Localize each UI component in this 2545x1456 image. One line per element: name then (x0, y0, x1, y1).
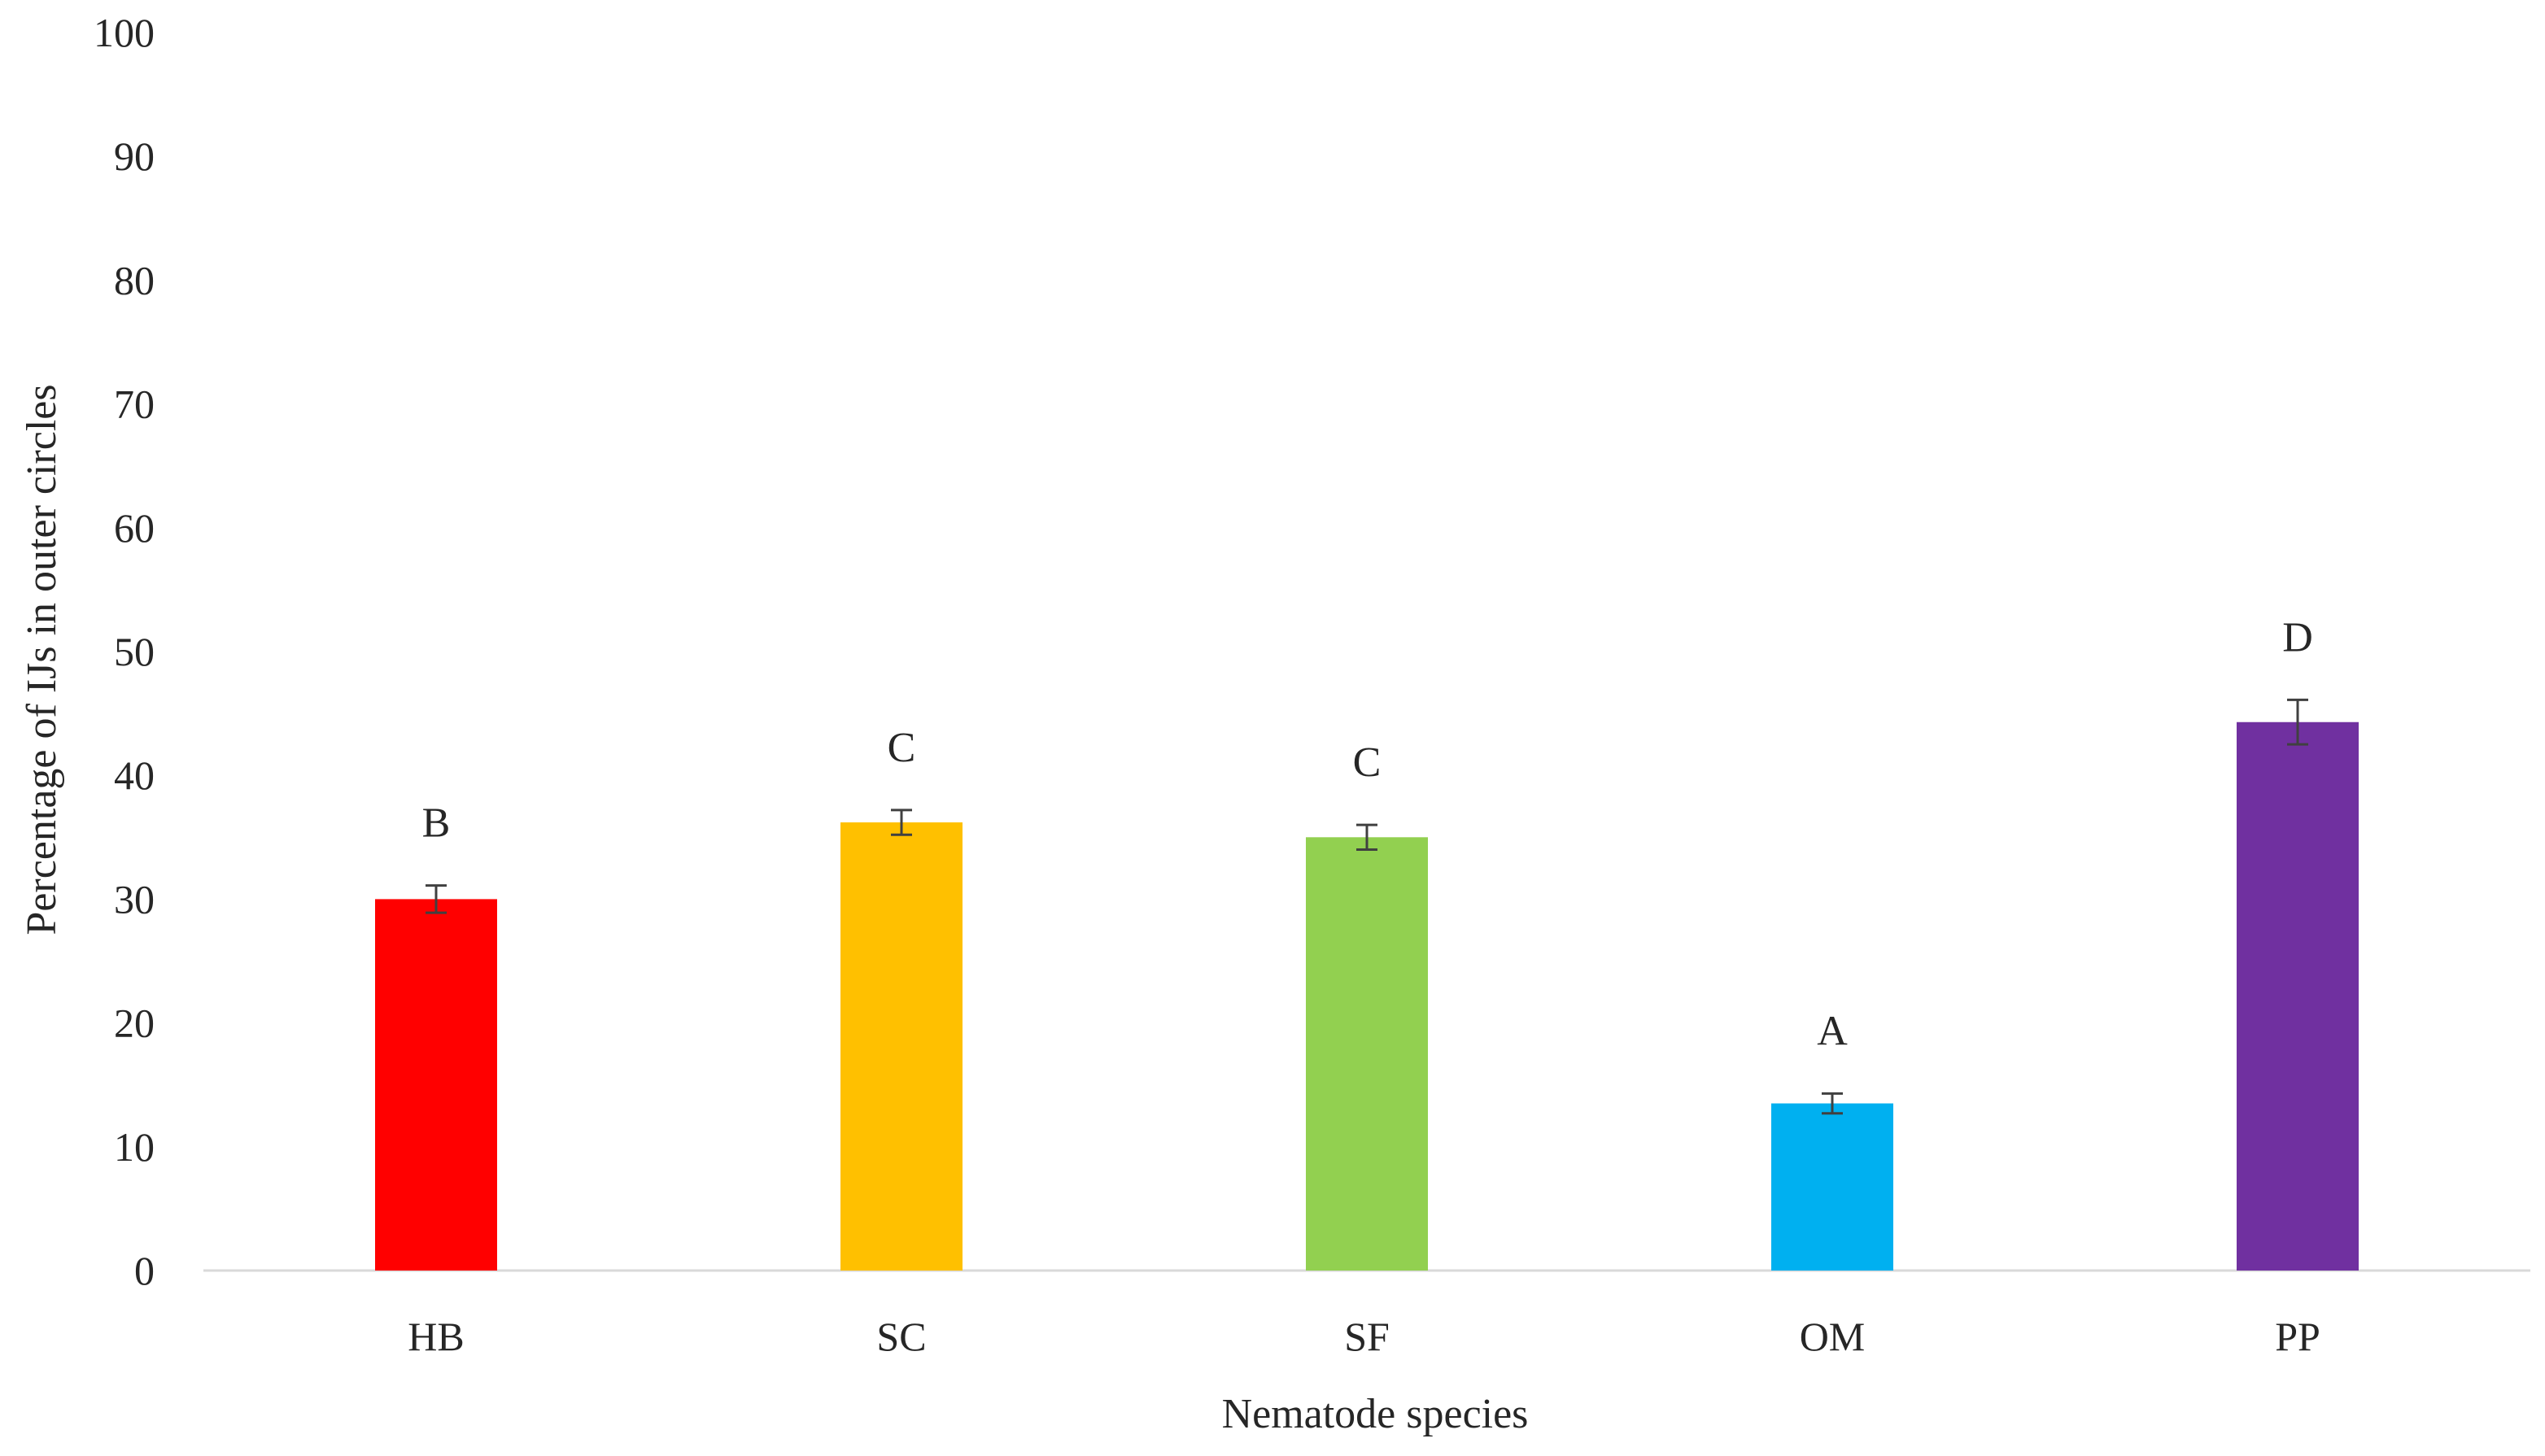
y-tick-label: 80 (114, 257, 155, 303)
y-tick-label: 20 (114, 1000, 155, 1046)
significance-letter-hb: B (422, 800, 451, 847)
error-bar-pp (2287, 698, 2308, 746)
error-bar-sc (891, 809, 912, 836)
significance-letter-sf: C (1353, 739, 1382, 786)
x-axis-title: Nematode species (1222, 1391, 1529, 1437)
y-tick-label: 100 (94, 10, 155, 55)
y-tick-label: 70 (114, 381, 155, 427)
x-category-label: SF (1344, 1314, 1390, 1359)
significance-letter-pp: D (2282, 614, 2313, 660)
x-category-label: HB (408, 1314, 464, 1359)
y-axis-ticks: 0 10 20 30 40 50 60 70 80 90 100 (94, 10, 155, 1293)
category-labels: HB SC SF OM PP (408, 1314, 2320, 1359)
significance-letter-sc: C (888, 725, 916, 771)
error-bar-sf (1356, 823, 1377, 852)
bar-om (1771, 1103, 1893, 1271)
y-axis-title: Percentage of IJs in outer circles (19, 384, 65, 935)
y-tick-label: 50 (114, 629, 155, 674)
bar-sf (1306, 837, 1428, 1271)
y-tick-label: 90 (114, 133, 155, 179)
y-tick-label: 10 (114, 1124, 155, 1170)
bars-group: B C C A D (375, 614, 2359, 1271)
bar-pp (2237, 721, 2359, 1271)
error-bar-hb (426, 884, 447, 914)
significance-letter-om: A (1817, 1008, 1848, 1054)
y-tick-label: 30 (114, 876, 155, 922)
x-category-label: PP (2275, 1314, 2320, 1359)
error-bar-om (1822, 1092, 1843, 1115)
bar-hb (375, 899, 497, 1271)
bar-sc (840, 822, 963, 1271)
x-category-label: SC (876, 1314, 926, 1359)
y-tick-label: 0 (134, 1248, 155, 1293)
y-tick-label: 40 (114, 752, 155, 798)
x-category-label: OM (1800, 1314, 1866, 1359)
y-tick-label: 60 (114, 505, 155, 551)
